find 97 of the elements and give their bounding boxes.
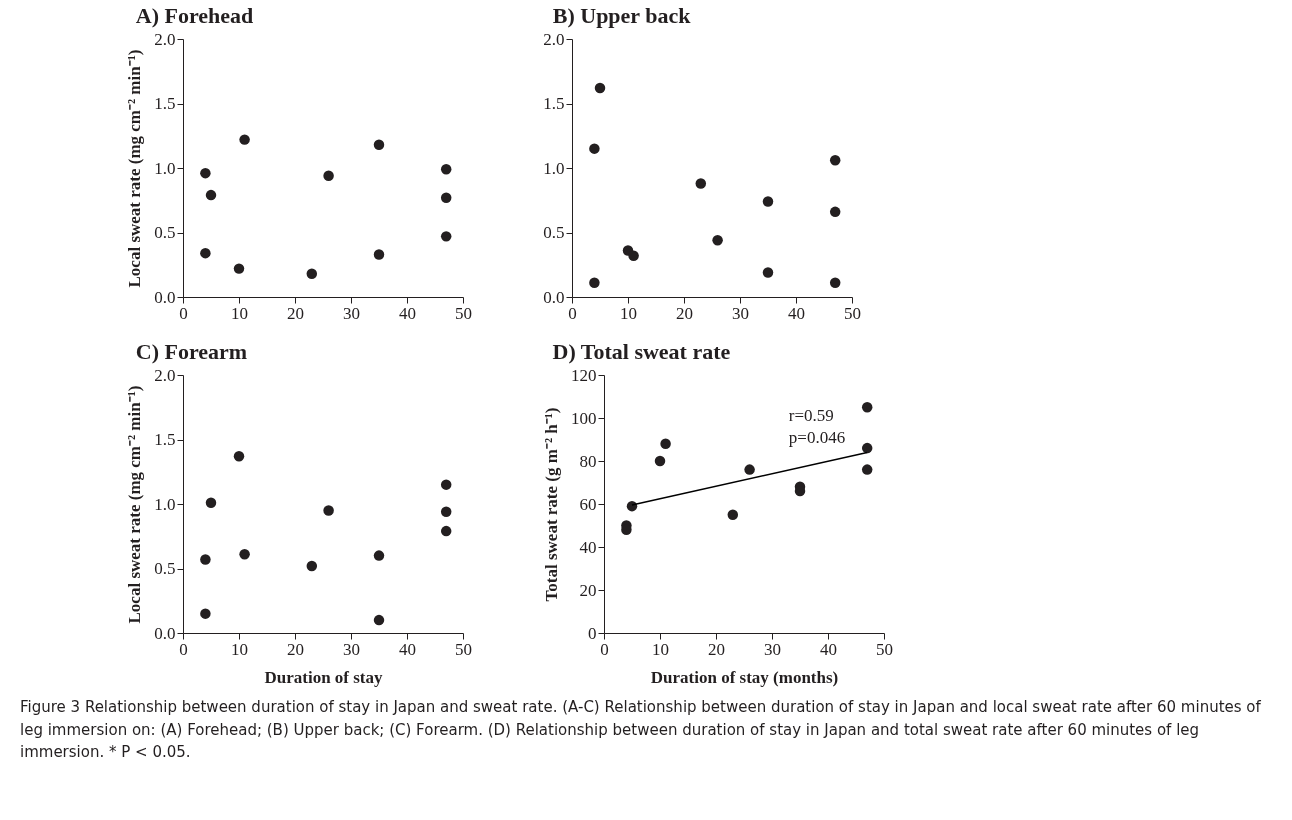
point — [589, 143, 600, 154]
y-tick-label: 0.5 — [154, 223, 176, 242]
point — [239, 549, 250, 560]
point — [589, 277, 600, 289]
x-tick-label: 20 — [287, 303, 304, 323]
point — [440, 525, 452, 537]
x-tick-label: 40 — [788, 303, 805, 323]
point — [695, 178, 707, 189]
x-tick-label: 20 — [676, 303, 693, 323]
y-tick-label: 0.0 — [543, 287, 565, 307]
x-tick-label: 50 — [455, 639, 472, 659]
y-tick-label: 120 — [571, 365, 597, 385]
point — [762, 267, 774, 278]
point — [323, 170, 334, 181]
x-tick-label: 30 — [343, 639, 360, 659]
point — [440, 231, 452, 242]
point — [233, 451, 245, 462]
chart-title: B) Upper back — [552, 3, 692, 28]
point — [205, 497, 217, 508]
y-tick-label: 1.5 — [543, 94, 565, 113]
point — [200, 247, 211, 259]
y-tick-label: 1.0 — [543, 158, 565, 178]
annotation: p=0.046 — [788, 428, 846, 448]
y-tick-label: 1.0 — [154, 494, 176, 514]
point — [323, 505, 334, 516]
point — [727, 509, 739, 520]
point — [861, 402, 873, 413]
x-tick-label: 10 — [620, 303, 637, 323]
x-tick-label: 50 — [876, 639, 893, 659]
annotation: r=0.59 — [788, 406, 834, 426]
chart-title: D) Total sweat rate — [552, 339, 731, 364]
point — [306, 268, 318, 280]
y-tick-label: 0.5 — [543, 223, 565, 242]
y-tick-label: 2.0 — [154, 29, 176, 49]
point — [660, 438, 671, 450]
x-tick-label: 20 — [287, 639, 304, 659]
y-tick-label: 40 — [579, 537, 597, 557]
y-tick-label: 0.0 — [154, 287, 176, 307]
y-tick-label: 1.5 — [154, 94, 176, 113]
x-tick-label: 10 — [231, 639, 248, 659]
point — [829, 155, 841, 166]
y-tick-label: 2.0 — [543, 29, 565, 49]
x-tick-label: 20 — [708, 639, 725, 659]
point — [440, 479, 452, 490]
x-tick-label: 50 — [844, 303, 861, 323]
point — [200, 608, 211, 619]
y-tick-label: 0 — [588, 623, 597, 643]
x-tick-label: 30 — [732, 303, 749, 323]
y-tick-label: 2.0 — [154, 365, 176, 385]
point — [440, 506, 452, 517]
point — [762, 196, 774, 207]
point — [440, 164, 452, 175]
x-tick-label: 40 — [399, 303, 416, 323]
x-tick-label: 30 — [764, 639, 781, 659]
y-tick-label: 1.0 — [154, 158, 176, 178]
y-tick-label: 100 — [571, 408, 597, 428]
point — [829, 206, 841, 218]
point — [233, 263, 245, 274]
point — [239, 134, 250, 145]
point — [373, 550, 385, 561]
point — [626, 500, 638, 512]
point — [373, 614, 385, 626]
point — [373, 139, 385, 151]
point — [744, 464, 755, 475]
point — [200, 554, 211, 565]
x-tick-label: 40 — [820, 639, 837, 659]
y-tick-label: 1.5 — [154, 430, 176, 449]
point — [861, 442, 873, 454]
chart-title: A) Forehead — [135, 3, 254, 28]
point — [654, 455, 666, 467]
chart-title: C) Forearm — [135, 339, 248, 364]
x-tick-label: 10 — [231, 303, 248, 323]
x-tick-label: 10 — [652, 639, 669, 659]
y-tick-label: 80 — [579, 451, 597, 471]
y-axis-title: Total sweat rate (g m⁻² h⁻¹) — [542, 407, 561, 602]
point — [861, 464, 873, 475]
point — [594, 82, 606, 94]
point — [200, 167, 211, 179]
point — [829, 277, 841, 289]
y-tick-label: 0.0 — [154, 623, 176, 643]
point — [440, 192, 452, 203]
y-axis-title: Local sweat rate (mg cm⁻² min⁻¹) — [125, 385, 145, 624]
x-tick-label: 30 — [343, 303, 360, 323]
point — [712, 235, 723, 246]
y-axis-title: Local sweat rate (mg cm⁻² min⁻¹) — [125, 49, 145, 288]
caption: Figure 3 Relationship between duration of stay in Japan and sweat rate. (A-C) Relationship between duration of stay in Japan and local sweat rate after 60 minutes of leg immersion on: (A) Forehead; (B) Upper back; (C) Forearm. (D) Relationship between duration of stay in Japan and total sweat rate after 60 minutes of leg immersion. * P < 0.05. — [20, 697, 1262, 763]
y-tick-label: 0.5 — [154, 559, 176, 578]
x-axis-title: Duration of stay (months) — [650, 667, 839, 687]
y-tick-label: 20 — [579, 580, 597, 600]
x-tick-label: 50 — [455, 303, 472, 323]
y-tick-label: 60 — [579, 494, 597, 514]
x-axis-title: Duration of stay — [264, 667, 384, 687]
point — [628, 250, 639, 261]
point — [306, 560, 318, 572]
point — [205, 189, 217, 201]
point — [373, 249, 385, 260]
x-tick-label: 40 — [399, 639, 416, 659]
